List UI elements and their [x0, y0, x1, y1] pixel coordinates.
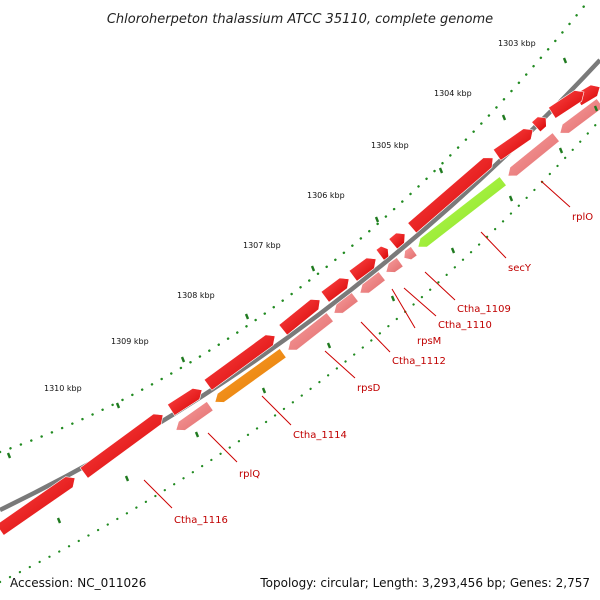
- inner-tick-mark: [326, 342, 332, 349]
- inner-tick-mark: [124, 475, 130, 482]
- gene-label[interactable]: Ctha_1109: [457, 304, 511, 315]
- inner-tick-mark: [508, 195, 514, 202]
- gene-label-leader: [480, 231, 507, 259]
- ruler-tick-mark: [310, 265, 316, 272]
- ruler-tick-label: 1309 kbp: [111, 337, 149, 346]
- gene-reverse[interactable]: [214, 348, 287, 403]
- gene-forward[interactable]: [79, 413, 164, 479]
- gene-label-leader: [391, 288, 416, 329]
- gene-reverse[interactable]: [359, 271, 386, 294]
- ruler-tick-mark: [501, 114, 507, 121]
- gene-label-leader: [403, 287, 437, 317]
- gene-reverse[interactable]: [507, 132, 560, 177]
- gene-label[interactable]: rpsD: [357, 383, 381, 394]
- gene-label[interactable]: rpsM: [417, 336, 441, 347]
- gene-label[interactable]: Ctha_1116: [174, 515, 228, 526]
- ruler-tick-mark: [374, 216, 380, 223]
- genome-summary: Topology: circular; Length: 3,293,456 bp…: [260, 576, 590, 590]
- gene-forward[interactable]: [167, 388, 203, 416]
- inner-tick-mark: [390, 295, 396, 302]
- map-title: Chloroherpeton thalassium ATCC 35110, co…: [107, 12, 493, 27]
- gene-reverse[interactable]: [287, 312, 334, 351]
- ruler-dots: [0, 3, 587, 454]
- inner-tick-mark: [450, 247, 456, 254]
- ruler-tick-mark: [180, 356, 186, 363]
- gene-label-leader: [143, 479, 173, 509]
- inner-dots: [0, 118, 600, 584]
- gene-forward[interactable]: [548, 90, 585, 119]
- gene-forward[interactable]: [388, 232, 406, 250]
- gene-label-leader: [324, 350, 356, 379]
- ruler-tick-label: 1310 kbp: [44, 384, 82, 393]
- ruler-tick-mark: [438, 167, 444, 174]
- inner-tick-mark: [56, 517, 62, 524]
- gene-forward[interactable]: [203, 334, 276, 391]
- gene-reverse[interactable]: [403, 246, 418, 261]
- inner-tick-mark: [261, 387, 267, 394]
- gene-reverse[interactable]: [417, 176, 507, 248]
- gene-label[interactable]: Ctha_1112: [392, 356, 446, 367]
- gene-label-leader: [207, 432, 238, 463]
- ruler-tick-label: 1305 kbp: [371, 141, 409, 150]
- gene-label[interactable]: Ctha_1114: [293, 430, 347, 441]
- ruler-tick-mark: [562, 57, 568, 64]
- gene-forward[interactable]: [0, 476, 76, 536]
- gene-reverse[interactable]: [333, 292, 359, 314]
- gene-forward[interactable]: [407, 157, 494, 234]
- gene-reverse[interactable]: [385, 257, 404, 273]
- inner-tick-mark: [593, 105, 599, 112]
- gene-label-leader: [360, 321, 391, 353]
- inner-ticks: [56, 105, 599, 524]
- gene-forward[interactable]: [531, 116, 547, 133]
- forward-strand-genes: [0, 84, 600, 536]
- ruler-tick-mark: [6, 452, 12, 459]
- inner-tick-mark: [194, 431, 200, 438]
- gene-label-leader: [540, 180, 571, 208]
- accession-text: Accession: NC_011026: [10, 576, 147, 590]
- genome-backbone: [0, 58, 600, 513]
- gene-forward[interactable]: [320, 277, 350, 303]
- gene-reverse[interactable]: [175, 401, 214, 431]
- gene-label[interactable]: rplQ: [239, 469, 260, 480]
- gene-reverse[interactable]: [559, 98, 600, 134]
- ruler-tick-mark: [115, 402, 121, 409]
- ruler-tick-label: 1304 kbp: [434, 89, 472, 98]
- gene-label[interactable]: rplO: [572, 212, 593, 223]
- gene-label[interactable]: secY: [508, 263, 532, 274]
- reverse-strand-genes: [175, 98, 600, 431]
- gene-labels: rplO secY Ctha_1109 Ctha_1110 rpsM Ctha_1112r…: [143, 180, 593, 526]
- gene-forward[interactable]: [348, 257, 377, 282]
- inner-tick-mark: [558, 147, 564, 154]
- gene-forward[interactable]: [375, 245, 390, 261]
- ruler-tick-mark: [244, 313, 250, 320]
- gene-forward[interactable]: [278, 299, 321, 336]
- ruler-tick-label: 1307 kbp: [243, 241, 281, 250]
- gene-label-leader: [261, 395, 292, 426]
- gene-forward[interactable]: [492, 128, 534, 161]
- ruler-ticks: 1303 kbp 1304 kbp 1305 kbp 1306 kbp 1307 kbp…: [6, 39, 568, 459]
- ruler-tick-label: 1303 kbp: [498, 39, 536, 48]
- ruler-tick-label: 1308 kbp: [177, 291, 215, 300]
- gene-label-leader: [424, 271, 456, 301]
- ruler-tick-label: 1306 kbp: [307, 191, 345, 200]
- gene-label[interactable]: Ctha_1110: [438, 320, 492, 331]
